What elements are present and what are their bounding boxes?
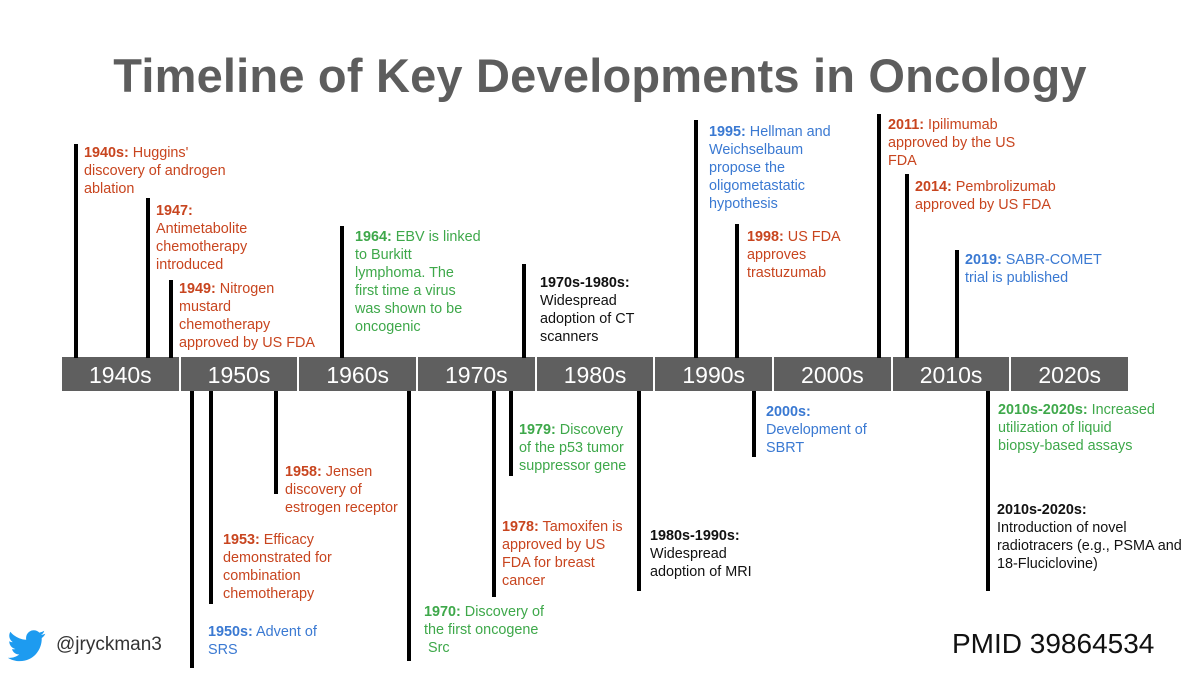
event-1950s: 1950s: Advent of SRS — [208, 624, 317, 658]
event-1964: 1964: EBV is linked to Burkitt lymphoma.… — [355, 229, 481, 335]
decade-label: 2020s — [1038, 362, 1102, 388]
event-connector-line — [637, 391, 641, 591]
decade-label: 1940s — [62, 357, 181, 391]
event-connector-line — [877, 114, 881, 358]
event-connector-line — [752, 391, 756, 457]
event-1980s-1990s: 1980s-1990s: Widespread adoption of MRI — [650, 528, 752, 580]
event-1998: 1998: US FDA approves trastuzumab — [747, 229, 841, 281]
decade-label: 2010s — [893, 357, 1012, 391]
event-1949: 1949: Nitrogen mustard chemotherapy appr… — [179, 281, 315, 351]
event-connector-line — [169, 280, 173, 358]
event-connector-line — [407, 391, 411, 661]
event-1995: 1995: Hellman and Weichselbaum propose t… — [709, 124, 831, 212]
event-1958: 1958: Jensen discovery of estrogen recep… — [285, 464, 398, 516]
decade-label: 1950s — [181, 357, 300, 391]
page-title: Timeline of Key Developments in Oncology — [113, 49, 1087, 102]
twitter-handle: @jryckman3 — [56, 634, 162, 655]
event-2010s-2020s-liquid-biopsy: 2010s-2020s: Increased utilization of li… — [998, 402, 1155, 454]
event-2010s-2020s-radiotracers: 2010s-2020s: Introduction of novel radio… — [997, 502, 1182, 572]
event-2000s: 2000s: Development of SBRT — [766, 404, 867, 456]
event-2019: 2019: SABR-COMET trial is published — [965, 252, 1102, 286]
event-connector-line — [340, 226, 344, 358]
event-connector-line — [986, 391, 990, 591]
event-connector-line — [74, 144, 78, 358]
event-1970s-1980s: 1970s-1980s: Widespread adoption of CT s… — [540, 275, 635, 345]
event-connector-line — [190, 391, 194, 668]
pmid-label: PMID 39864534 — [952, 628, 1155, 659]
event-1979: 1979: Discovery of the p53 tumor suppres… — [519, 422, 627, 474]
event-connector-line — [492, 391, 496, 597]
event-connector-line — [694, 120, 698, 358]
event-connector-line — [274, 391, 278, 494]
event-1953: 1953: Efficacy demonstrated for combinat… — [223, 532, 332, 602]
event-1947: 1947: Antimetabolite chemotherapy introd… — [156, 203, 248, 273]
event-connector-line — [955, 250, 959, 358]
event-connector-line — [209, 391, 213, 604]
event-1970: 1970: Discovery of the first oncogene Sr… — [424, 604, 544, 656]
timeline-bar: 1940s 1950s 1960s 1970s 1980s 1990s 2000… — [62, 357, 1128, 391]
event-connector-line — [146, 198, 150, 358]
decade-label: 1970s — [418, 357, 537, 391]
event-connector-line — [735, 224, 739, 358]
event-2014: 2014: Pembrolizumab approved by US FDA — [915, 179, 1056, 213]
event-connector-line — [509, 391, 513, 476]
event-1940s: 1940s: Huggins' discovery of androgen ab… — [84, 145, 226, 197]
decade-label: 1980s — [537, 357, 656, 391]
decade-label: 1960s — [299, 357, 419, 391]
twitter-bird-icon[interactable] — [8, 626, 46, 664]
event-connector-line — [522, 264, 526, 358]
event-1978: 1978: Tamoxifen is approved by US FDA fo… — [502, 519, 623, 589]
event-2011: 2011: Ipilimumab approved by the US FDA — [888, 117, 1016, 169]
decade-label: 2000s — [774, 357, 893, 391]
event-connector-line — [905, 174, 909, 358]
decade-label: 1990s — [655, 357, 775, 391]
